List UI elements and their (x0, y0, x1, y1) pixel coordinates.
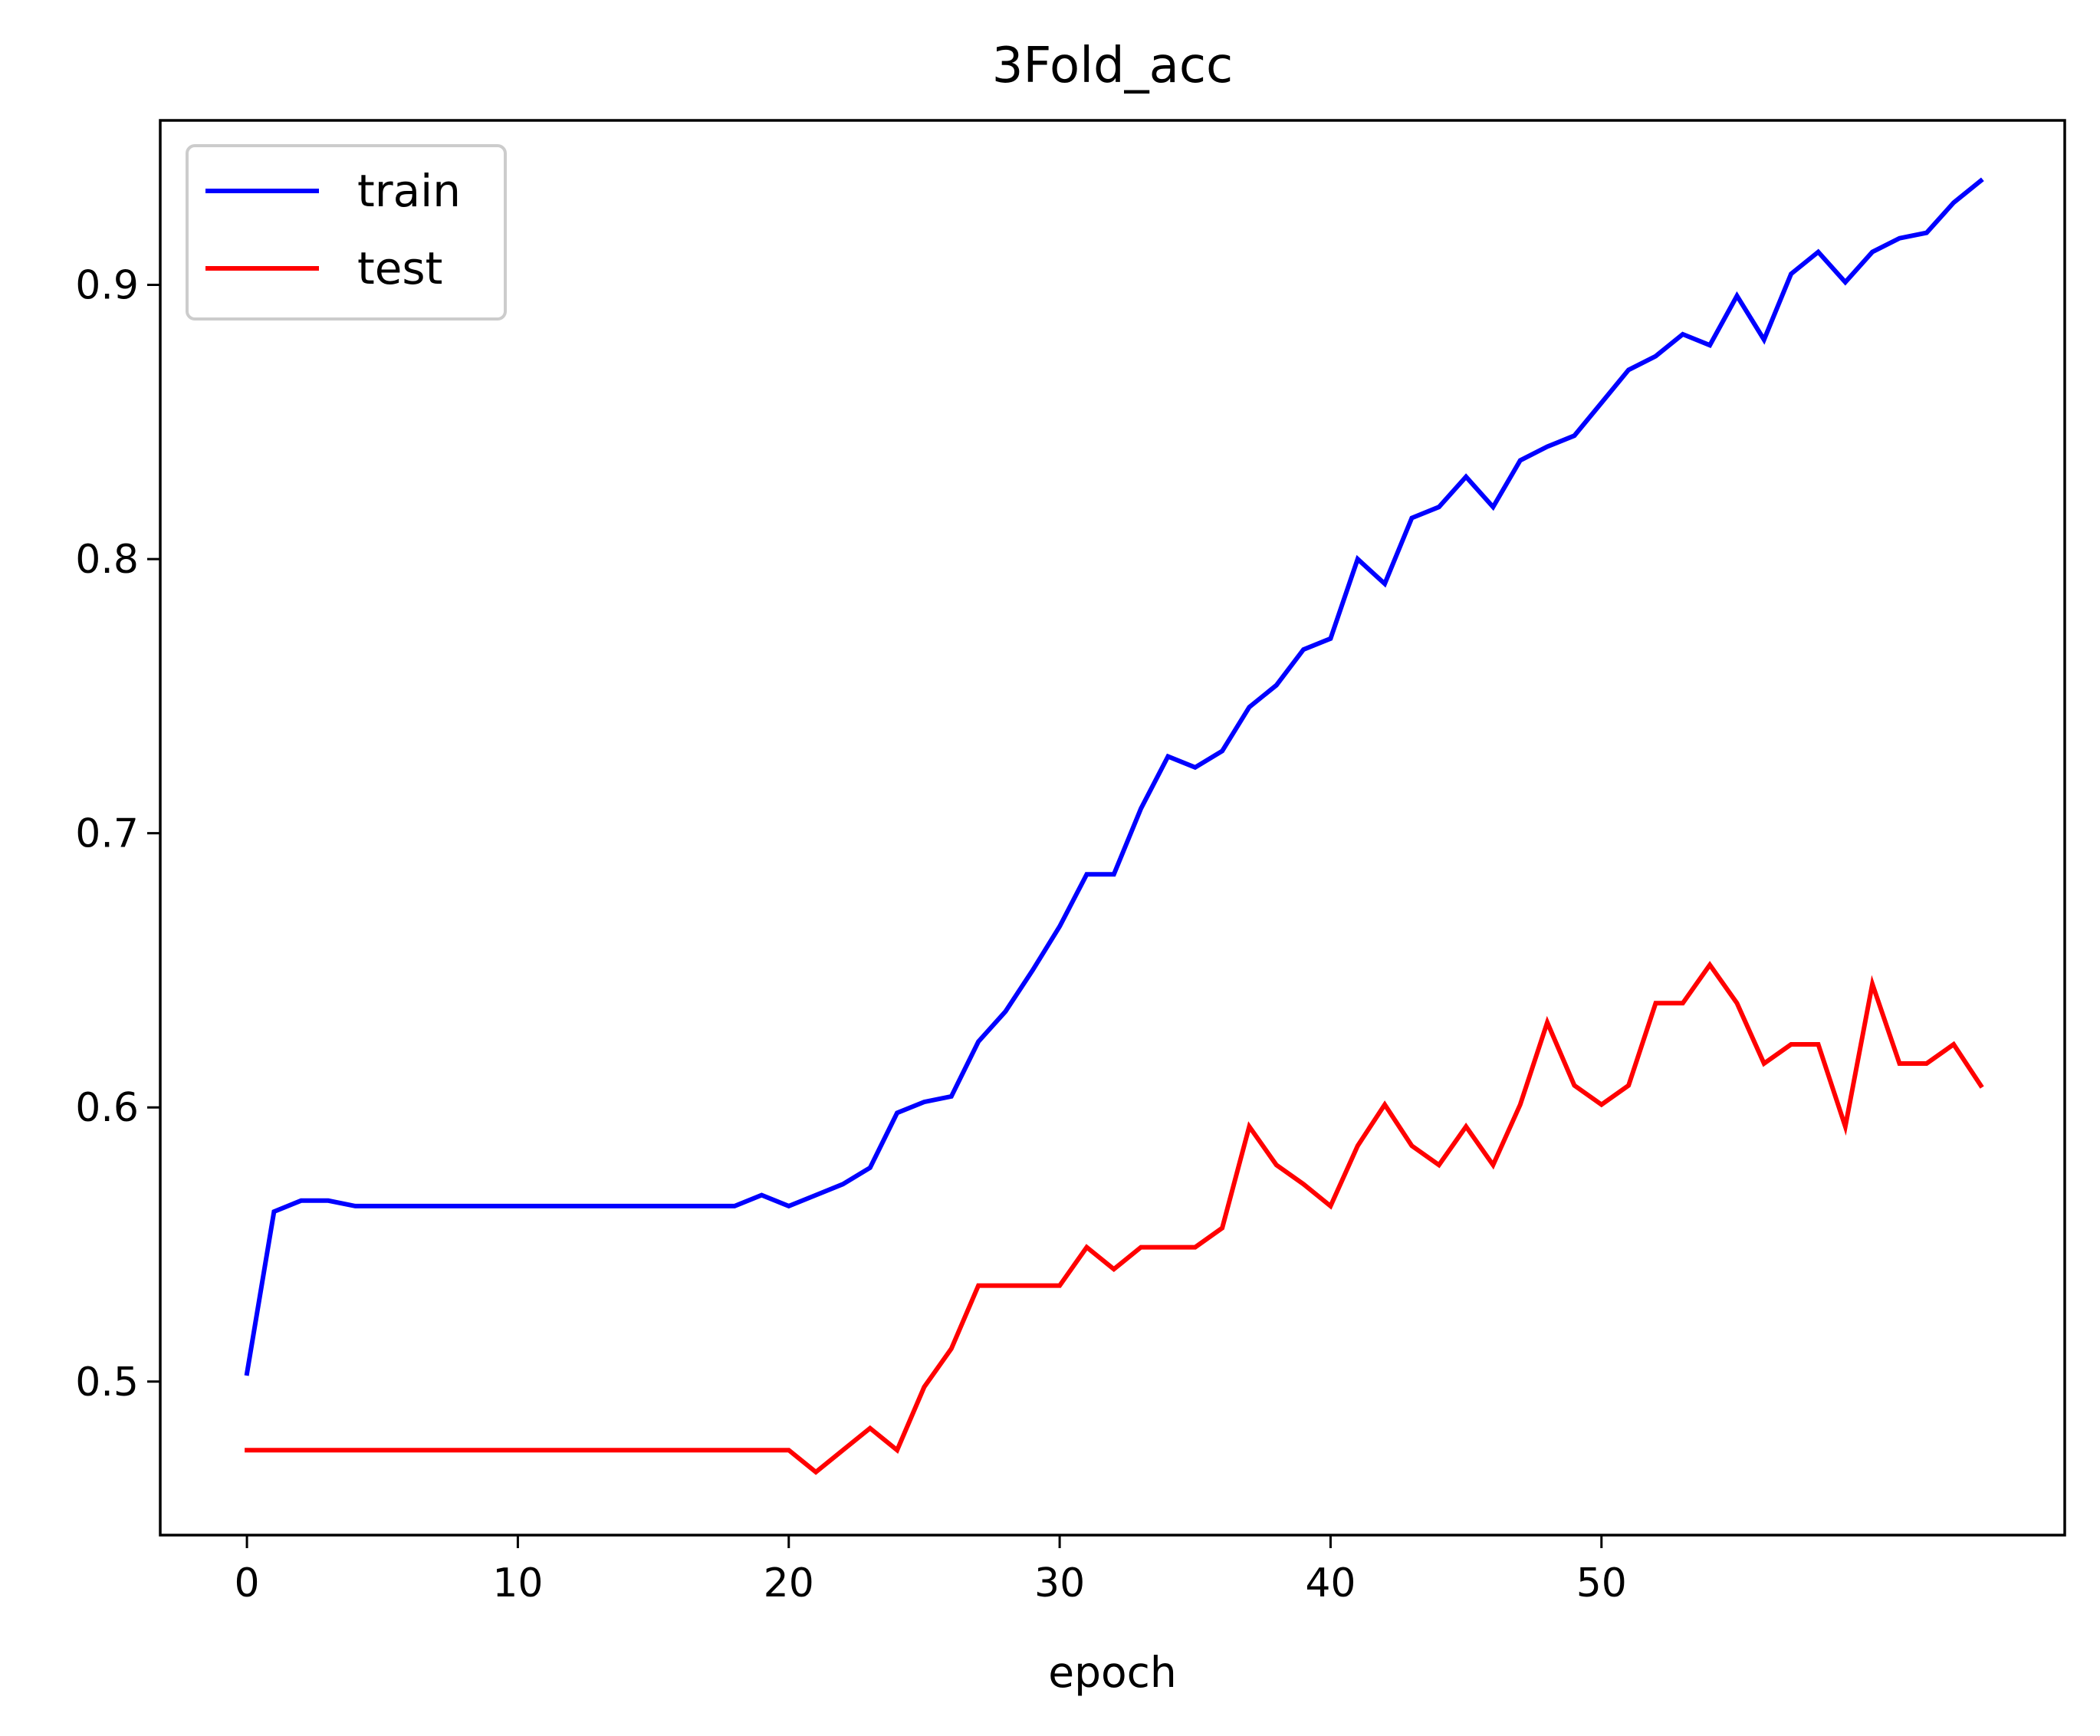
x-tick-label: 20 (764, 1560, 814, 1606)
x-tick-label: 50 (1576, 1560, 1627, 1606)
x-tick-label: 30 (1034, 1560, 1085, 1606)
series-layer (244, 177, 1984, 1475)
series-line-test (245, 961, 1984, 1475)
x-tick-label: 10 (492, 1560, 543, 1606)
legend: train test (186, 144, 507, 321)
x-axis-label: epoch (1048, 1648, 1177, 1697)
chart-title: 3Fold_acc (992, 38, 1233, 94)
legend-label-train: train (357, 165, 461, 217)
plot-frame (159, 119, 2066, 1537)
y-tick-label: 0.9 (75, 263, 139, 309)
legend-label-test: test (357, 242, 442, 294)
x-tick-label: 0 (235, 1560, 260, 1606)
series-line-train (244, 177, 1984, 1376)
x-tick-label: 40 (1305, 1560, 1356, 1606)
y-tick-label: 0.5 (75, 1360, 139, 1406)
x-axis: 0 10 20 30 40 50 (235, 1535, 1627, 1606)
y-tick-label: 0.7 (75, 811, 139, 857)
y-tick-label: 0.8 (75, 537, 139, 583)
y-tick-label: 0.6 (75, 1085, 139, 1131)
y-axis: 0.5 0.6 0.7 0.8 0.9 (75, 263, 160, 1406)
